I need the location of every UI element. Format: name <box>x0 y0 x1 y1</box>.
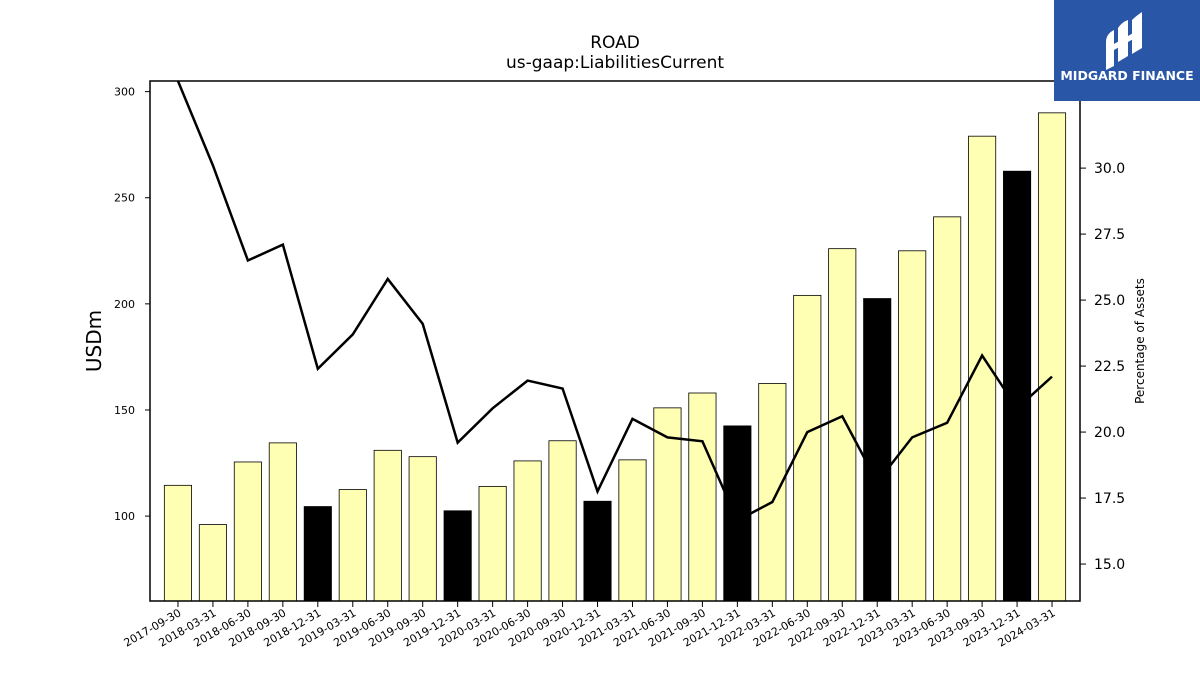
bar-2019-12-31 <box>443 510 472 602</box>
bar-2020-06-30 <box>513 460 542 602</box>
bar-2022-12-31 <box>863 298 892 602</box>
logo: MIDGARD FINANCE <box>1054 0 1200 101</box>
y-tick-label-300: 300 <box>114 86 135 99</box>
y-axis-left: 100 150 200 250 300 <box>114 86 150 523</box>
bar-series <box>163 112 1067 602</box>
bar-2022-03-31 <box>758 383 787 602</box>
bar-2019-03-31 <box>338 489 367 602</box>
y2-tick-label-25.0: 25.0 <box>1094 293 1125 309</box>
bar-2021-12-31 <box>723 425 752 602</box>
y2-tick-label-15.0: 15.0 <box>1094 557 1125 573</box>
y2-tick-label-22.5: 22.5 <box>1094 359 1125 375</box>
percentage-line <box>176 81 1053 523</box>
y2-tick-label-17.5: 17.5 <box>1094 491 1125 507</box>
bar-2021-06-30 <box>653 407 682 602</box>
bar-2021-09-30 <box>688 392 717 602</box>
bar-2018-03-31 <box>198 524 227 602</box>
y2-tick-label-30.0: 30.0 <box>1094 161 1125 177</box>
y2-tick-label-27.5: 27.5 <box>1094 227 1125 243</box>
line-series <box>176 81 1053 523</box>
bar-2018-06-30 <box>233 461 262 602</box>
bar-2019-06-30 <box>373 449 402 602</box>
bar-2018-09-30 <box>268 442 297 602</box>
y-tick-label-100: 100 <box>114 510 135 523</box>
chart-subtitle: us-gaap:LiabilitiesCurrent <box>506 53 724 73</box>
bar-2022-09-30 <box>828 248 857 602</box>
bar-2023-03-31 <box>898 250 927 602</box>
plot-frame <box>149 80 1081 602</box>
bar-2018-12-31 <box>303 506 332 602</box>
bar-2023-12-31 <box>1003 170 1032 602</box>
bar-2020-12-31 <box>583 500 612 602</box>
y-tick-label-250: 250 <box>114 192 135 205</box>
x-axis: 2017-09-302018-03-312018-06-302018-09-30… <box>122 601 1058 650</box>
bar-2020-09-30 <box>548 440 577 602</box>
bar-2023-06-30 <box>933 216 962 602</box>
bar-2017-09-30 <box>163 484 193 602</box>
bar-2024-03-31 <box>1037 112 1067 602</box>
chart-title: ROAD <box>590 33 640 53</box>
midgard-monogram-icon <box>1106 12 1142 70</box>
logo-text: MIDGARD FINANCE <box>1060 68 1193 83</box>
bar-2021-03-31 <box>618 459 647 602</box>
y2-axis-label: Percentage of Assets <box>1133 278 1147 404</box>
bar-2020-03-31 <box>478 485 507 602</box>
bar-2019-09-30 <box>408 456 437 602</box>
y-axis-label: USDm <box>82 310 106 372</box>
y2-tick-label-20.0: 20.0 <box>1094 425 1125 441</box>
y-tick-label-150: 150 <box>114 404 135 417</box>
y-axis-right: 15.0 17.5 20.0 22.5 25.0 27.5 30.0 <box>1080 161 1125 573</box>
bar-2022-06-30 <box>793 294 822 602</box>
y-tick-label-200: 200 <box>114 298 135 311</box>
